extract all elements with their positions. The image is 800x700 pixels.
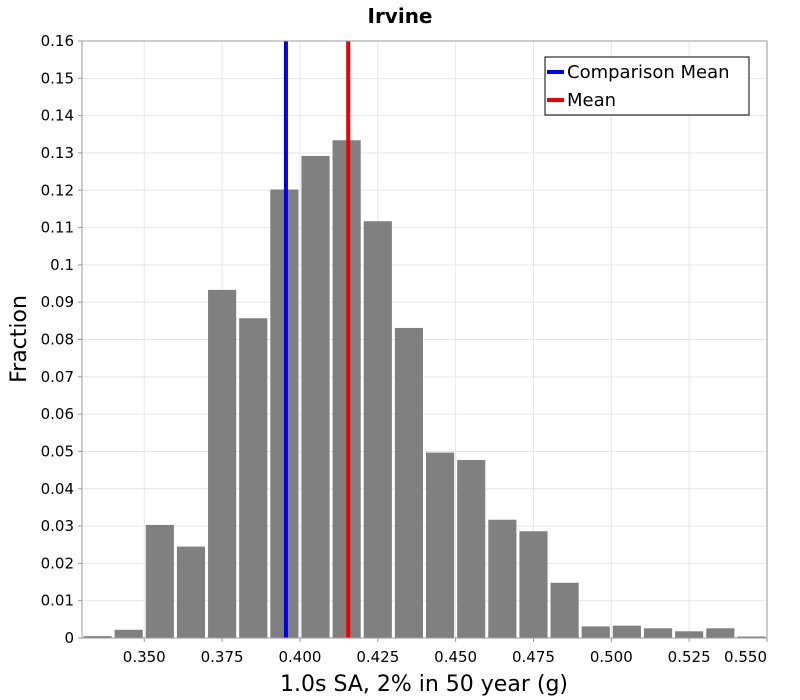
y-axis-ticks: 0 0.01 0.02 0.03 0.04 0.05 0.06 0.07 0.08 0.09 0.1…: [41, 32, 82, 647]
x-tick-label: 0.475: [512, 648, 555, 666]
y-tick-label: 0.1: [50, 256, 74, 274]
x-tick-label: 0.525: [668, 648, 711, 666]
legend-label: Comparison Mean: [567, 62, 730, 83]
histogram-bar: [550, 582, 579, 638]
legend-label: Mean: [567, 90, 616, 111]
y-tick-label: 0.02: [41, 554, 74, 572]
y-tick-label: 0.09: [41, 293, 74, 311]
y-tick-label: 0.14: [41, 107, 74, 125]
histogram-bar: [488, 519, 517, 638]
y-tick-label: 0.04: [41, 480, 74, 498]
x-tick-label: 0.450: [434, 648, 477, 666]
histogram-bar: [394, 327, 423, 638]
x-tick-label: 0.500: [590, 648, 633, 666]
y-axis-label: Fraction: [7, 295, 32, 383]
histogram-bar: [301, 155, 330, 639]
histogram-bar: [145, 524, 174, 638]
histogram-bar: [83, 636, 112, 638]
chart-title: Irvine: [368, 4, 433, 28]
histogram-bar: [675, 631, 704, 638]
y-tick-label: 0.13: [41, 144, 74, 162]
x-tick-label: 0.400: [278, 648, 321, 666]
histogram-bar: [208, 289, 237, 638]
y-tick-label: 0.12: [41, 181, 74, 199]
histogram-bar: [581, 626, 610, 638]
histogram-bar: [612, 625, 641, 638]
y-tick-label: 0.07: [41, 368, 74, 386]
histogram-bar: [706, 628, 735, 638]
y-tick-label: 0.01: [41, 592, 74, 610]
x-axis-ticks: 0.350 0.375 0.400 0.425 0.450 0.475 0.500 0.525…: [123, 638, 768, 666]
legend-box: [544, 56, 750, 116]
y-tick-label: 0: [64, 629, 74, 647]
x-axis-label: 1.0s SA, 2% in 50 year (g): [280, 672, 568, 697]
x-tick-label: 0.425: [356, 648, 399, 666]
mean-lines: [283, 41, 351, 638]
y-tick-label: 0.05: [41, 442, 74, 460]
y-tick-label: 0.16: [41, 32, 74, 50]
x-tick-label: 0.350: [123, 648, 166, 666]
y-tick-label: 0.15: [41, 69, 74, 87]
histogram-bar: [426, 452, 455, 638]
histogram-bar: [176, 546, 206, 638]
y-tick-label: 0.06: [41, 405, 74, 423]
histogram-bar: [519, 531, 548, 638]
histogram-bar: [643, 628, 673, 638]
histogram-bar: [363, 221, 392, 639]
histogram-bar: [239, 318, 268, 638]
y-tick-label: 0.03: [41, 517, 74, 535]
histogram-bar: [457, 460, 486, 638]
histogram-bar: [737, 636, 766, 638]
y-tick-label: 0.11: [41, 219, 74, 237]
y-tick-label: 0.08: [41, 331, 74, 349]
x-tick-label: 0.550: [724, 648, 767, 666]
chart-legend: Comparison Mean Mean: [544, 56, 750, 116]
x-tick-label: 0.375: [201, 648, 244, 666]
histogram-bar: [114, 629, 143, 638]
